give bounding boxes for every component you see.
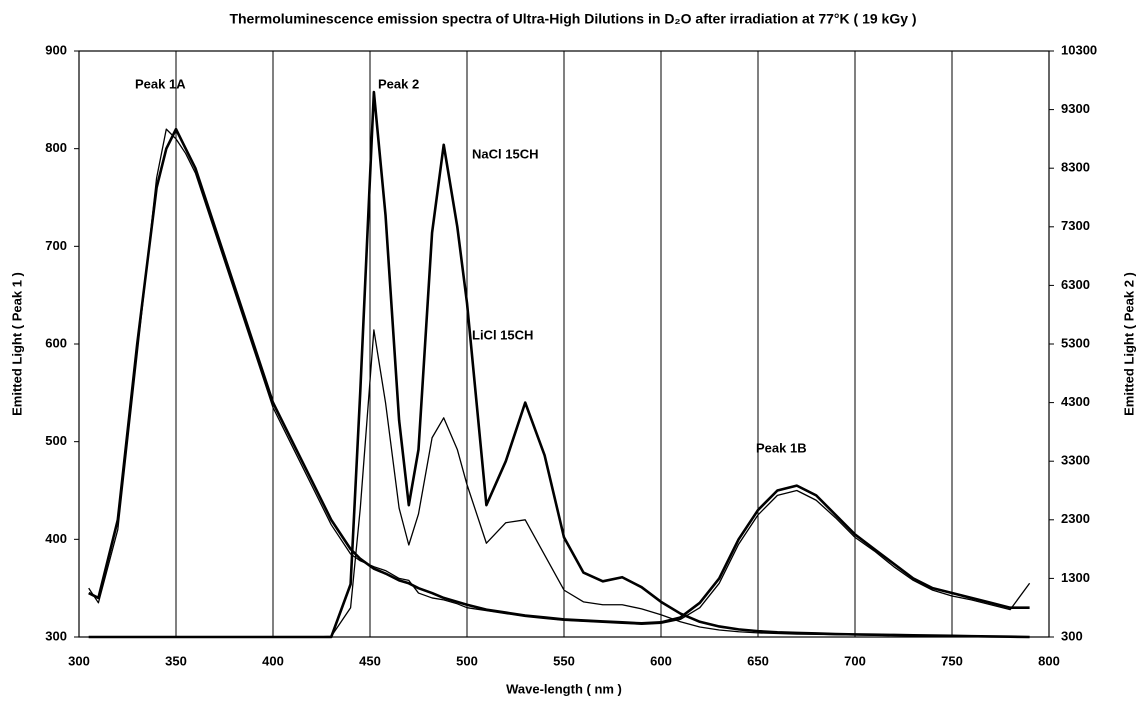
annotation: NaCl 15CH [472,146,538,161]
series-line [88,329,1030,638]
chart-title: Thermoluminescence emission spectra of U… [229,11,916,27]
x-tick-label: 800 [1038,653,1060,668]
plot-frame [78,50,1050,638]
x-tick-label: 500 [456,653,478,668]
y2-tick-label: 6300 [1061,277,1090,292]
y2-tick-label: 3300 [1061,453,1090,468]
y-tick-label: 500 [45,433,67,448]
x-tick-label: 450 [359,653,381,668]
annotation: LiCl 15CH [472,327,533,342]
x-tick-label: 700 [844,653,866,668]
x-tick-label: 550 [553,653,575,668]
y2-tick-label: 7300 [1061,218,1090,233]
y2-tick-label: 9300 [1061,101,1090,116]
x-tick-label: 400 [262,653,284,668]
x-tick-label: 650 [747,653,769,668]
y-axis-label: Emitted Light ( Peak 1 ) [9,272,24,416]
annotation: Peak 1B [756,440,807,455]
y-tick-label: 600 [45,335,67,350]
series-line [88,90,1030,639]
y2-tick-label: 1300 [1061,570,1090,585]
y2-tick-label: 2300 [1061,511,1090,526]
y-tick-label: 700 [45,238,67,253]
y-tick-label: 400 [45,531,67,546]
y2-tick-label: 5300 [1061,335,1090,350]
y2-tick-label: 10300 [1061,42,1097,57]
x-tick-label: 300 [68,653,90,668]
series-line [88,128,1031,625]
x-tick-label: 600 [650,653,672,668]
y-tick-label: 300 [45,628,67,643]
y2-tick-label: 4300 [1061,394,1090,409]
y-tick-label: 900 [45,42,67,57]
y-tick-label: 800 [45,140,67,155]
y2-tick-label: 300 [1061,628,1083,643]
x-tick-label: 750 [941,653,963,668]
y2-tick-label: 8300 [1061,160,1090,175]
x-axis-label: Wave-length ( nm ) [506,681,622,696]
y2-axis-label: Emitted Light ( Peak 2 ) [1121,272,1136,416]
annotation: Peak 2 [378,76,419,91]
x-tick-label: 350 [165,653,187,668]
annotation: Peak 1A [135,76,186,91]
series-line [88,127,1030,625]
